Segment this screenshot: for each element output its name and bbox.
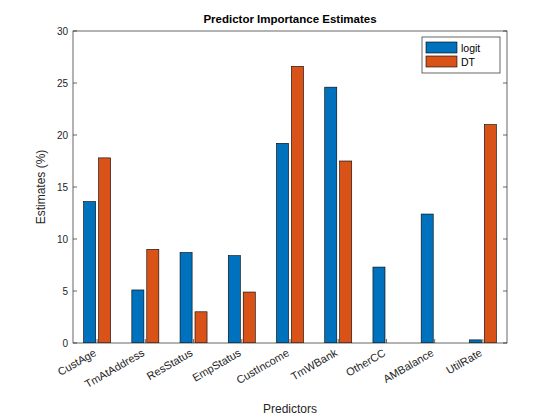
tick-label: 10: [57, 234, 69, 245]
legend-swatch: [426, 42, 457, 53]
tick: [503, 291, 507, 292]
tick: [290, 339, 291, 343]
bar: [132, 290, 144, 343]
bar: [421, 214, 433, 343]
bar: [84, 202, 96, 343]
tick-label: UtilRate: [444, 346, 484, 376]
tick-label: 20: [57, 130, 69, 141]
tick-label: TmWBank: [289, 346, 340, 382]
bar: [469, 340, 481, 343]
legend-label: DT: [461, 56, 476, 68]
tick-label: TmAtAddress: [83, 346, 147, 390]
tick-label: CustAge: [56, 346, 99, 377]
tick-label: ResStatus: [145, 346, 195, 382]
bar: [180, 253, 192, 343]
title: Predictor Importance Estimates: [203, 13, 376, 25]
tick-label: 30: [57, 26, 69, 37]
axes-frame: [73, 31, 507, 343]
y-label: Estimates (%): [34, 150, 48, 225]
bar: [228, 256, 240, 343]
bars: [84, 66, 497, 343]
tick: [482, 339, 483, 343]
tick: [434, 339, 435, 343]
tick: [73, 187, 77, 188]
bar: [276, 143, 288, 343]
tick: [338, 339, 339, 343]
tick-label: 15: [57, 182, 69, 193]
bar: [243, 292, 255, 343]
bar: [325, 87, 337, 343]
tick: [73, 343, 77, 344]
tick: [503, 135, 507, 136]
tick-label: 25: [57, 78, 69, 89]
bar: [291, 66, 303, 343]
tick: [145, 339, 146, 343]
bar: [373, 267, 385, 343]
bar: [147, 249, 159, 343]
tick: [73, 135, 77, 136]
tick: [503, 239, 507, 240]
chart: 0 5 10 15 20 25 30 CustAgeTmAtAddressResStatus E…: [0, 0, 560, 420]
tick: [73, 83, 77, 84]
tick: [503, 31, 507, 32]
legend-label: logit: [461, 42, 480, 54]
tick: [386, 339, 387, 343]
bar: [340, 161, 352, 343]
legend: logit DT: [422, 37, 500, 73]
bar: [195, 312, 207, 343]
tick-label: 0: [62, 338, 68, 349]
tick: [503, 83, 507, 84]
background: [0, 0, 560, 420]
bar: [484, 125, 496, 343]
tick-label: 5: [62, 286, 68, 297]
x-label: Predictors: [263, 402, 317, 416]
tick: [503, 187, 507, 188]
legend-box: [422, 37, 500, 73]
tick: [503, 343, 507, 344]
tick-label: CustIncome: [234, 346, 291, 386]
bar: [99, 158, 111, 343]
tick: [73, 291, 77, 292]
tick-label: AMBalance: [381, 346, 436, 385]
tick: [193, 339, 194, 343]
tick: [73, 239, 77, 240]
legend-swatch: [426, 56, 457, 67]
tick: [73, 31, 77, 32]
tick: [97, 339, 98, 343]
tick: [241, 339, 242, 343]
